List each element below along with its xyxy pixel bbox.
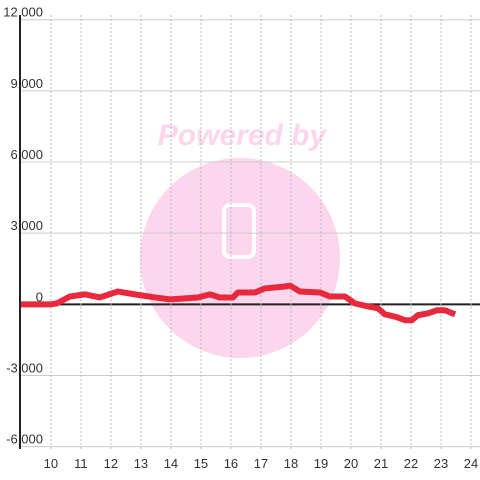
- x-tick-label: 17: [254, 456, 268, 471]
- y-tick-label: -6,000: [6, 432, 43, 447]
- x-tick-label: 10: [44, 456, 58, 471]
- y-tick-label: 9,000: [10, 76, 43, 91]
- x-tick-label: 15: [194, 456, 208, 471]
- x-tick-label: 18: [284, 456, 298, 471]
- x-tick-label: 19: [314, 456, 328, 471]
- x-tick-label: 22: [404, 456, 418, 471]
- x-tick-label: 12: [104, 456, 118, 471]
- x-tick-label: 13: [134, 456, 148, 471]
- x-tick-label: 21: [374, 456, 388, 471]
- y-tick-label: 0: [36, 289, 43, 304]
- y-tick-label: 3,000: [10, 218, 43, 233]
- line: [20, 282, 457, 324]
- x-tick-label: 24: [464, 456, 478, 471]
- x-tick-label: 16: [224, 456, 238, 471]
- y-tick-label: 12,000: [3, 5, 43, 20]
- y-tick-label: 6,000: [10, 147, 43, 162]
- watermark-text: Powered by: [158, 119, 328, 152]
- x-tick-label: 20: [344, 456, 358, 471]
- watermark-icon: [222, 203, 256, 259]
- x-tick-label: 14: [164, 456, 178, 471]
- y-tick-label: -3,000: [6, 360, 43, 375]
- x-tick-label: 11: [74, 456, 88, 471]
- x-tick-label: 23: [434, 456, 448, 471]
